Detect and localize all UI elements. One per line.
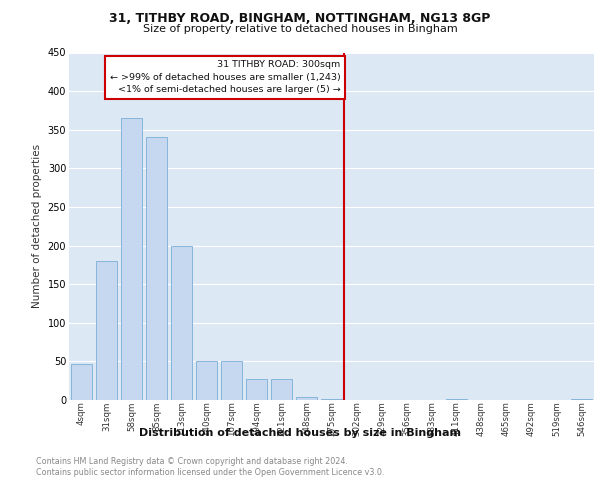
Bar (321, 399, 342, 400)
Bar (271, 379, 292, 400)
Bar (71, 364, 92, 400)
Bar (446, 399, 467, 400)
Bar (296, 397, 317, 400)
Bar (96, 261, 117, 400)
Bar (571, 399, 592, 400)
Text: Distribution of detached houses by size in Bingham: Distribution of detached houses by size … (139, 428, 461, 438)
Bar (121, 118, 142, 400)
Text: 31 TITHBY ROAD: 300sqm
← >99% of detached houses are smaller (1,243)
<1% of semi: 31 TITHBY ROAD: 300sqm ← >99% of detache… (110, 60, 340, 94)
Bar (246, 379, 267, 400)
Bar (196, 362, 217, 400)
Bar (146, 138, 167, 400)
Text: 31, TITHBY ROAD, BINGHAM, NOTTINGHAM, NG13 8GP: 31, TITHBY ROAD, BINGHAM, NOTTINGHAM, NG… (109, 12, 491, 26)
Text: Contains HM Land Registry data © Crown copyright and database right 2024.
Contai: Contains HM Land Registry data © Crown c… (36, 458, 385, 477)
Bar (221, 362, 242, 400)
Bar (171, 246, 192, 400)
Y-axis label: Number of detached properties: Number of detached properties (32, 144, 42, 308)
Text: Size of property relative to detached houses in Bingham: Size of property relative to detached ho… (143, 24, 457, 34)
